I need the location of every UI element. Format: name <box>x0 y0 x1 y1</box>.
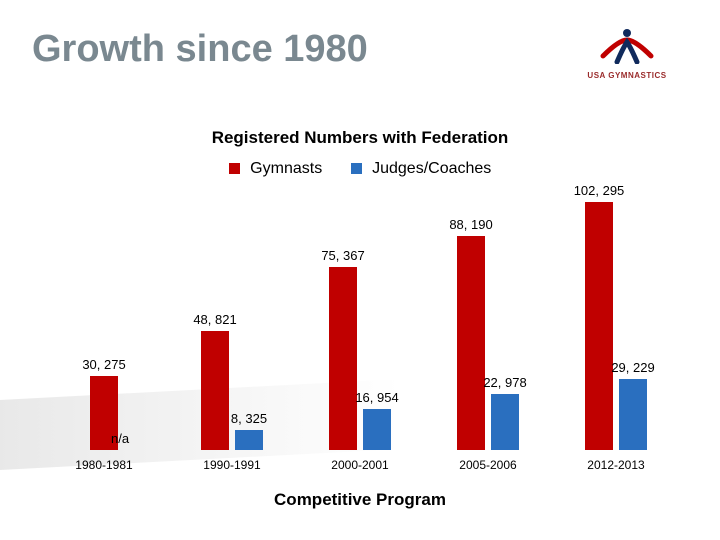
legend-label-gymnasts: Gymnasts <box>250 160 322 177</box>
bar-label-gymnasts: 48, 821 <box>175 312 255 327</box>
category-label: 2000-2001 <box>305 458 415 472</box>
bar-label-gymnasts: 75, 367 <box>303 248 383 263</box>
bar-label-gymnasts: 88, 190 <box>431 217 511 232</box>
chart-legend: Gymnasts Judges/Coaches <box>0 160 720 178</box>
legend-swatch-judges <box>351 163 362 174</box>
page-title: Growth since 1980 <box>32 28 368 71</box>
na-label: n/a <box>111 431 129 446</box>
bar-group: 2005-200688, 19022, 978 <box>424 195 552 450</box>
bar-label-judges: 8, 325 <box>209 411 289 426</box>
bar-gymnasts <box>329 267 357 450</box>
chart-footer: Competitive Program <box>0 490 720 510</box>
bar-label-gymnasts: 30, 275 <box>64 357 144 372</box>
legend-swatch-gymnasts <box>229 163 240 174</box>
logo-text: USA GYMNASTICS <box>572 71 682 80</box>
gymnast-icon <box>597 26 657 64</box>
category-label: 2012-2013 <box>561 458 671 472</box>
category-label: 1990-1991 <box>177 458 287 472</box>
bar-group: 2012-2013102, 29529, 229 <box>552 195 680 450</box>
legend-item-gymnasts: Gymnasts <box>229 160 327 177</box>
bar-gymnasts <box>457 236 485 450</box>
bar-group: 2000-200175, 36716, 954 <box>296 195 424 450</box>
bar-group: 1980-198130, 275n/a <box>40 195 168 450</box>
bar-group: 1990-199148, 8218, 325 <box>168 195 296 450</box>
bar-chart: 1980-198130, 275n/a1990-199148, 8218, 32… <box>40 195 680 450</box>
bar-gymnasts <box>201 331 229 450</box>
usa-gymnastics-logo: USA GYMNASTICS <box>572 26 682 80</box>
bar-judges <box>363 409 391 450</box>
legend-label-judges: Judges/Coaches <box>372 160 491 177</box>
bar-label-judges: 22, 978 <box>465 375 545 390</box>
bar-label-judges: 16, 954 <box>337 390 417 405</box>
category-label: 1980-1981 <box>49 458 159 472</box>
legend-item-judges: Judges/Coaches <box>351 160 492 177</box>
bar-label-gymnasts: 102, 295 <box>559 183 639 198</box>
chart-subtitle: Registered Numbers with Federation <box>0 128 720 148</box>
category-label: 2005-2006 <box>433 458 543 472</box>
bar-judges <box>491 394 519 450</box>
bar-label-judges: 29, 229 <box>593 360 673 375</box>
bar-judges <box>619 379 647 450</box>
bar-gymnasts <box>585 202 613 450</box>
bar-judges <box>235 430 263 450</box>
